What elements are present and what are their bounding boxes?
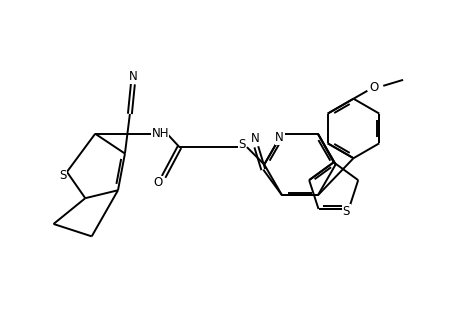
Text: O: O: [153, 176, 162, 189]
Text: N: N: [129, 70, 137, 83]
Text: O: O: [370, 81, 379, 94]
Text: S: S: [343, 205, 350, 218]
Text: S: S: [238, 138, 246, 151]
Text: NH: NH: [151, 127, 169, 140]
Text: S: S: [59, 169, 67, 182]
Text: N: N: [251, 133, 260, 145]
Text: N: N: [275, 131, 284, 144]
